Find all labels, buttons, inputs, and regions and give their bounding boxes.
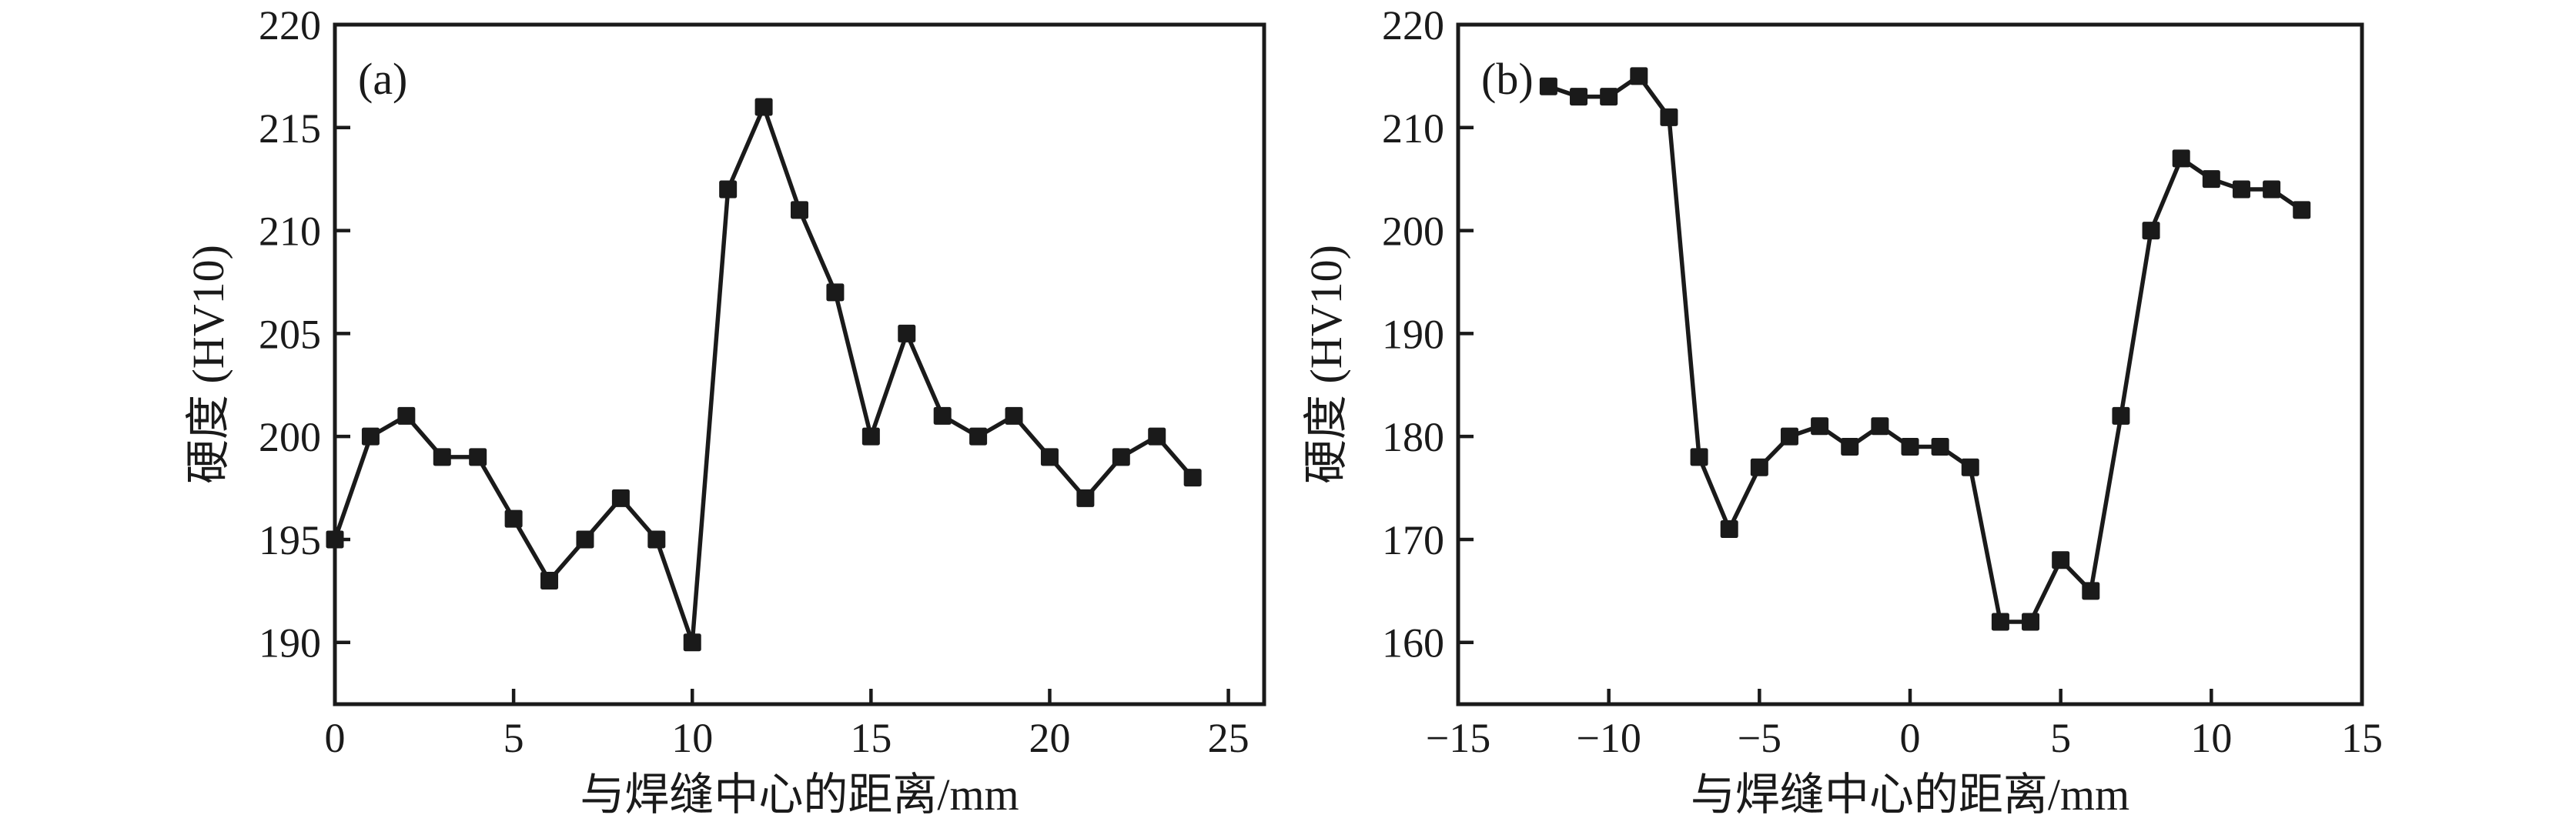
x-tick-label: 0 <box>325 715 346 761</box>
plot-border <box>333 22 1266 706</box>
data-point-marker <box>2202 170 2220 189</box>
data-point-marker <box>2082 582 2100 600</box>
data-point-marker <box>861 427 880 446</box>
x-tick-label: 25 <box>1208 715 1250 761</box>
data-point-marker <box>2172 149 2190 168</box>
data-point-marker <box>1961 458 1979 476</box>
x-tick-label: 10 <box>2190 715 2232 761</box>
data-point-marker <box>683 633 701 652</box>
data-point-marker <box>1539 77 1557 95</box>
data-point-marker <box>1570 88 1588 106</box>
plot-border <box>1456 22 2364 706</box>
data-point-marker <box>754 98 773 116</box>
y-tick-label: 210 <box>259 209 321 255</box>
data-point-marker <box>433 448 451 466</box>
data-point-marker <box>1811 417 1829 436</box>
data-point-marker <box>1660 108 1678 126</box>
data-point-marker <box>1931 438 1949 456</box>
x-axis-title: 与焊缝中心的距离/mm <box>580 770 1019 820</box>
data-point-marker <box>540 571 559 590</box>
data-point-marker <box>791 201 808 219</box>
y-axis-title: 硬度 (HV10) <box>1301 245 1351 484</box>
data-point-marker <box>2052 551 2070 569</box>
chart-b: −15 −10 −5 0 5 10 15 160 170 180 190 200 210 220 与焊缝中心… <box>1301 2 2383 820</box>
panel-label: (a) <box>358 54 407 104</box>
x-axis-title: 与焊缝中心的距离/mm <box>1691 770 2129 820</box>
y-tick-label: 180 <box>1382 414 1444 460</box>
data-point-marker <box>1901 438 1919 456</box>
data-point-marker <box>1780 427 1798 446</box>
data-point-marker <box>1600 88 1618 106</box>
data-point-marker <box>2232 180 2250 199</box>
series-line <box>333 105 1195 645</box>
y-tick-label: 210 <box>1382 105 1444 152</box>
y-tick-label: 200 <box>259 414 321 460</box>
y-tick-label: 160 <box>1382 620 1444 666</box>
x-tick-label: 5 <box>503 715 524 761</box>
data-point-marker <box>1750 458 1768 476</box>
y-tick-label: 170 <box>1382 517 1444 563</box>
data-point-marker <box>1690 448 1708 466</box>
y-tick-label: 215 <box>259 105 321 152</box>
y-tick-label: 205 <box>259 311 321 357</box>
y-tick-label: 195 <box>259 517 321 563</box>
x-tick-label: 15 <box>850 715 892 761</box>
data-point-marker <box>1148 427 1166 446</box>
x-tick-label: 15 <box>2341 715 2383 761</box>
data-point-marker <box>469 448 487 466</box>
x-tick-label: −15 <box>1426 715 1490 761</box>
x-tick-label: 10 <box>671 715 713 761</box>
data-point-marker <box>1871 417 1889 436</box>
data-point-marker <box>504 509 523 528</box>
data-point-marker <box>611 489 630 507</box>
data-point-marker <box>898 324 916 342</box>
data-point-marker <box>361 427 380 446</box>
data-point-marker <box>647 530 666 549</box>
data-point-marker <box>1720 520 1738 539</box>
data-point-marker <box>1112 448 1130 466</box>
x-tick-label: 0 <box>1900 715 1921 761</box>
data-point-marker <box>1991 613 2009 631</box>
y-tick-label: 190 <box>1382 311 1444 357</box>
data-point-marker <box>826 283 845 302</box>
y-tick-label: 190 <box>259 620 321 666</box>
y-tick-label: 200 <box>1382 209 1444 255</box>
y-axis-title: 硬度 (HV10) <box>183 245 233 484</box>
series-line <box>1547 74 2303 624</box>
panel-label: (b) <box>1481 54 1534 104</box>
data-point-marker <box>933 406 952 425</box>
y-tick-label: 220 <box>1382 2 1444 48</box>
data-point-marker <box>1630 67 1648 85</box>
x-tick-label: 20 <box>1029 715 1070 761</box>
data-point-marker <box>1076 489 1095 507</box>
data-point-marker <box>326 530 344 549</box>
data-point-marker <box>1841 438 1859 456</box>
data-point-marker <box>2142 222 2160 240</box>
data-point-marker <box>576 530 594 549</box>
data-point-marker <box>2112 406 2130 425</box>
data-point-marker <box>2263 180 2281 199</box>
data-point-marker <box>2022 613 2040 631</box>
y-tick-label: 220 <box>259 2 321 48</box>
data-point-marker <box>719 180 738 199</box>
x-tick-label: 5 <box>2050 715 2071 761</box>
data-point-marker <box>1040 448 1059 466</box>
data-point-marker <box>1183 469 1202 487</box>
x-tick-label: −5 <box>1738 715 1781 761</box>
data-point-marker <box>969 427 988 446</box>
data-point-marker <box>397 406 416 425</box>
chart-a: 0 5 10 15 20 25 190 195 200 205 210 215 220 与焊缝中心的距离/… <box>183 2 1266 820</box>
data-point-marker <box>2293 201 2311 219</box>
data-point-marker <box>1005 406 1023 425</box>
x-tick-label: −10 <box>1576 715 1641 761</box>
